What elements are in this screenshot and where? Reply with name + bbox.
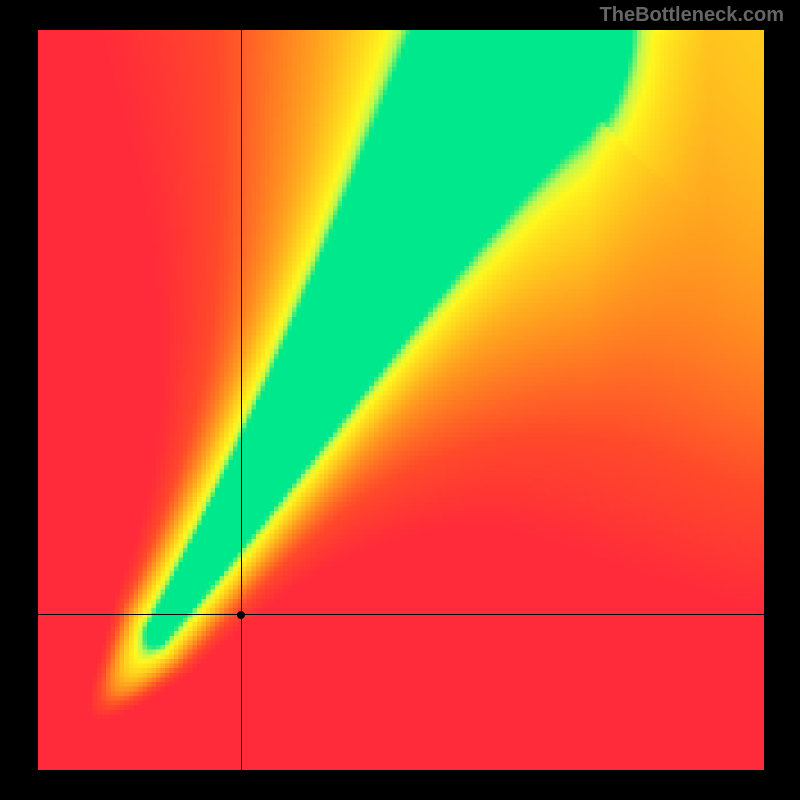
crosshair-marker [237, 611, 245, 619]
crosshair-horizontal [38, 614, 764, 615]
watermark-text: TheBottleneck.com [600, 4, 784, 27]
heatmap-canvas [38, 30, 764, 770]
crosshair-vertical [241, 30, 242, 770]
